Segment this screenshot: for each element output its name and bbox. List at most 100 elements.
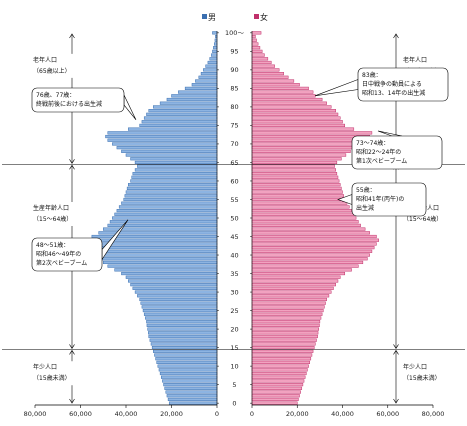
male-bar (112, 142, 218, 146)
callout-text: 出生減 (356, 204, 374, 212)
female-bar (251, 283, 336, 287)
female-bar (251, 160, 338, 165)
male-bar (205, 64, 218, 68)
band-label-text: 老年人口 (403, 56, 427, 64)
callout-text: 83歳： (362, 71, 382, 79)
male-bar (105, 134, 218, 139)
female-bar (251, 323, 320, 327)
callout-pointer (314, 79, 359, 97)
male-bar (171, 94, 218, 98)
callout-box (31, 87, 125, 113)
age-tick-label: 10 (230, 362, 238, 370)
female-bar (251, 72, 284, 76)
female-bar (251, 197, 346, 202)
female-bar (251, 305, 325, 309)
female-bar (251, 316, 322, 320)
male-bar (148, 109, 218, 113)
female-bar (251, 346, 315, 350)
female-bar (251, 134, 370, 139)
age-tick-label: 65 (230, 159, 238, 167)
male-bar (209, 57, 218, 61)
male-bar (114, 212, 218, 216)
band-label-bg (30, 53, 86, 78)
band-bracket-arrowhead (393, 398, 399, 404)
callout-text: 終戦前後における出生減 (36, 100, 102, 108)
band-label-text: 年少人口 (403, 363, 427, 371)
male-bar (178, 90, 218, 94)
age-tick-label: 70 (230, 140, 238, 148)
female-bar (251, 201, 348, 205)
female-bar (251, 216, 357, 220)
male-bar (195, 79, 218, 83)
male-bar (91, 234, 218, 239)
male-bar (128, 183, 218, 187)
male-bar (139, 297, 218, 302)
callout-box (31, 237, 103, 272)
female-bar (251, 227, 366, 231)
female-bar (251, 220, 359, 224)
age-tick-label: 90 (230, 66, 238, 74)
male-bar (128, 279, 218, 283)
female-x-tick-label: 60,000 (376, 410, 399, 418)
male-bar (112, 216, 218, 220)
male-bar (203, 68, 218, 72)
male-bar (153, 105, 218, 109)
female-bar (251, 260, 364, 265)
callout-text: 73～74歳： (356, 139, 389, 147)
female-bar (251, 268, 352, 272)
male-bar (147, 327, 218, 331)
male-bar (167, 397, 218, 402)
legend-male-swatch (202, 14, 207, 19)
male-bar (88, 238, 218, 242)
female-bar (251, 249, 373, 253)
male-bar (143, 116, 218, 120)
male-bar (148, 331, 218, 335)
male-bar (140, 301, 218, 305)
male-bar (134, 290, 218, 294)
male-bar (130, 157, 218, 161)
male-bar (143, 312, 218, 316)
band-label-text: 老年人口 (33, 56, 57, 64)
female-bar (251, 390, 301, 394)
male-x-tick-label: 40,000 (115, 410, 138, 418)
female-bar (251, 386, 303, 390)
female-bar (251, 246, 375, 250)
male-bar (107, 138, 218, 142)
male-bar (166, 394, 218, 398)
male-bar (148, 334, 218, 339)
male-bar (116, 146, 218, 150)
male-bar (159, 371, 218, 376)
male-bar (121, 149, 218, 153)
female-bar (251, 353, 313, 357)
female-bar (251, 397, 299, 402)
male-bar (146, 112, 218, 116)
callout-text: 日中戦争の動員による (362, 80, 422, 88)
callout-text: 55歳： (356, 186, 376, 194)
band-label-text: （15～64歳） (403, 215, 442, 223)
female-bar (251, 153, 347, 157)
age-tick-label: 5 (232, 381, 236, 389)
male-bar (121, 201, 218, 205)
callout-box (351, 135, 443, 170)
age-tick-label: 50 (230, 214, 238, 222)
legend-male-label: 男 (208, 13, 216, 22)
male-bar (214, 38, 218, 42)
male-bar (200, 72, 218, 76)
band-bracket-arrowhead (393, 33, 399, 39)
male-bar (107, 131, 218, 135)
female-bar (251, 364, 309, 368)
callout-text: 76歳、77歳： (36, 91, 75, 99)
age-tick-label: 25 (230, 307, 238, 315)
male-bar (134, 168, 218, 172)
female-bar (251, 190, 343, 194)
female-bar (251, 205, 350, 209)
female-bar (251, 223, 361, 227)
female-bar (251, 164, 335, 168)
male-bar (153, 349, 218, 353)
male-bar (123, 197, 218, 202)
male-bar (116, 209, 218, 213)
female-x-tick-label: 40,000 (331, 410, 354, 418)
male-bar (124, 194, 218, 198)
band-label-text: （15歳未満） (33, 374, 71, 382)
